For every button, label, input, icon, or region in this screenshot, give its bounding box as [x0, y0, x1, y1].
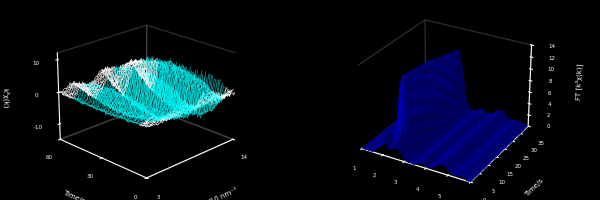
Y-axis label: Time/s: Time/s: [62, 189, 85, 200]
Y-axis label: Time/s: Time/s: [523, 177, 544, 197]
X-axis label: k /10 nm⁻¹: k /10 nm⁻¹: [201, 186, 238, 200]
X-axis label: R/10⁻¹ nm: R/10⁻¹ nm: [376, 199, 413, 200]
